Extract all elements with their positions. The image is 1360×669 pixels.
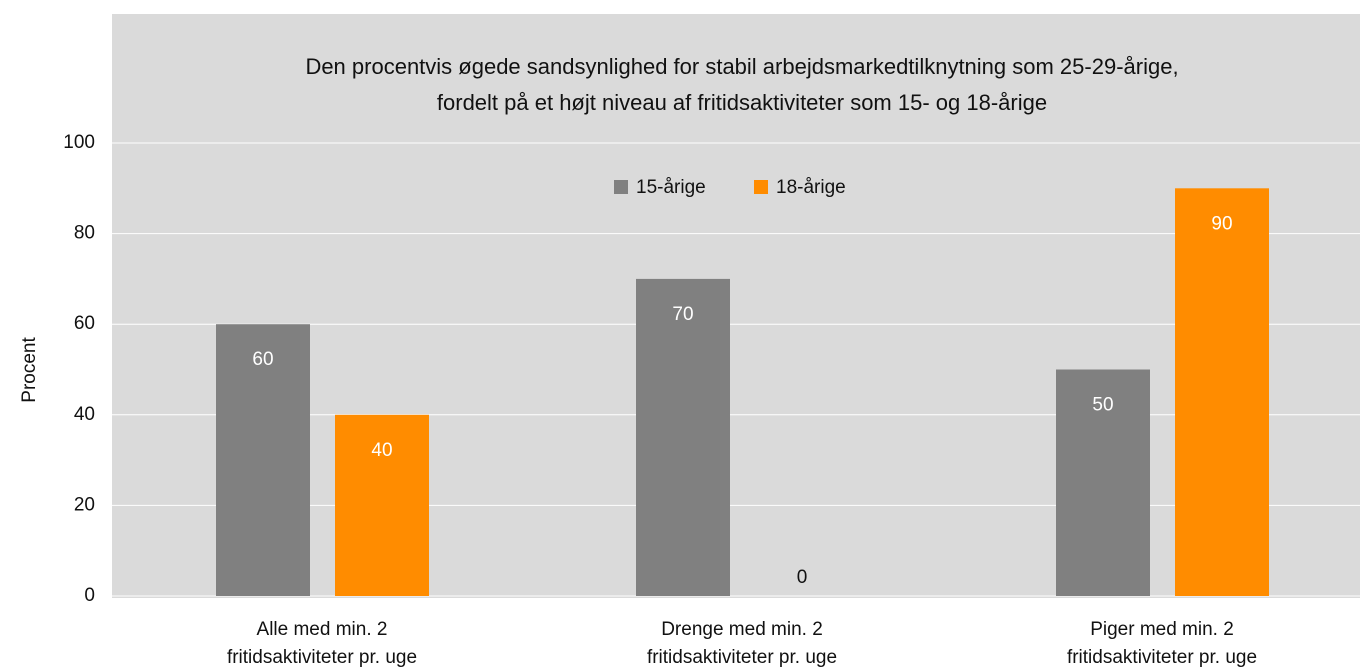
x-tick-label: Alle med min. 2 bbox=[257, 619, 388, 640]
bar bbox=[1056, 369, 1150, 596]
bar bbox=[636, 278, 730, 596]
bar bbox=[1175, 188, 1269, 597]
y-tick-label: 0 bbox=[84, 585, 95, 606]
y-tick-label: 100 bbox=[63, 132, 95, 153]
x-tick-label: Drenge med min. 2 bbox=[661, 619, 823, 640]
x-tick-label: fritidsaktiviteter pr. uge bbox=[1067, 647, 1257, 668]
y-tick-label: 80 bbox=[74, 223, 95, 244]
y-tick-label: 20 bbox=[74, 494, 95, 515]
y-tick-label: 60 bbox=[74, 313, 95, 334]
y-axis-label: Procent bbox=[19, 337, 40, 403]
chart-title: Den procentvis øgede sandsynlighed for s… bbox=[305, 54, 1178, 79]
chart-title: fordelt på et højt niveau af fritidsakti… bbox=[437, 90, 1047, 115]
data-label: 0 bbox=[797, 567, 808, 588]
legend-label: 15-årige bbox=[636, 177, 706, 198]
data-label: 90 bbox=[1211, 213, 1232, 234]
legend-swatch bbox=[614, 180, 628, 194]
x-tick-label: Piger med min. 2 bbox=[1090, 619, 1234, 640]
data-label: 40 bbox=[371, 440, 392, 461]
data-label: 70 bbox=[672, 304, 693, 325]
data-label: 50 bbox=[1092, 395, 1113, 416]
x-tick-label: fritidsaktiviteter pr. uge bbox=[227, 647, 417, 668]
legend-label: 18-årige bbox=[776, 177, 846, 198]
x-tick-label: fritidsaktiviteter pr. uge bbox=[647, 647, 837, 668]
data-label: 60 bbox=[252, 349, 273, 370]
bar bbox=[335, 414, 429, 596]
bar bbox=[216, 324, 310, 596]
plot-background bbox=[112, 14, 1360, 598]
legend-swatch bbox=[754, 180, 768, 194]
y-tick-label: 40 bbox=[74, 404, 95, 425]
